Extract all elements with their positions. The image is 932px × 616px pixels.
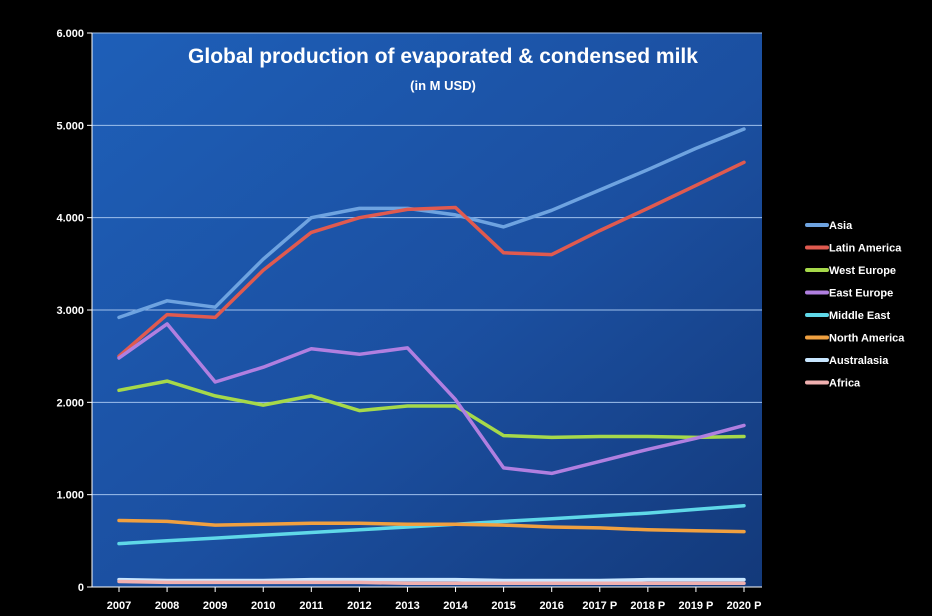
- series-line-asia: [117, 127, 746, 320]
- legend-label: East Europe: [829, 288, 893, 300]
- chart-subtitle: (in M USD): [410, 78, 476, 93]
- x-tick-label: 2016: [539, 600, 563, 612]
- x-tick-label: 2020 P: [727, 600, 762, 612]
- y-tick-label: 4.000: [56, 213, 84, 225]
- x-tick-label: 2011: [299, 600, 323, 612]
- legend-label: Asia: [829, 220, 853, 232]
- y-tick-label: 1.000: [56, 490, 84, 502]
- x-axis: 2007 2008 2009 2010 2011 2012 2013 2014 2015 2016…: [92, 586, 762, 612]
- series-line-west-europe: [117, 379, 746, 440]
- x-tick-label: 2013: [395, 600, 419, 612]
- legend-label: Africa: [829, 378, 861, 390]
- y-tick-label: 0: [78, 582, 84, 594]
- legend-label: Latin America: [829, 243, 902, 255]
- x-tick-label: 2017 P: [582, 600, 617, 612]
- legend-label: West Europe: [829, 265, 896, 277]
- y-tick-label: 6.000: [56, 28, 84, 40]
- x-tick-label: 2007: [107, 600, 131, 612]
- x-tick-label: 2014: [443, 600, 468, 612]
- y-tick-label: 5.000: [56, 120, 84, 132]
- series-line-east-europe: [117, 322, 746, 476]
- x-tick-label: 2019 P: [678, 600, 713, 612]
- legend-label: Middle East: [829, 310, 890, 322]
- x-tick-label: 2008: [155, 600, 179, 612]
- x-tick-label: 2015: [491, 600, 515, 612]
- series-lines: [117, 127, 746, 586]
- series-line-africa: [117, 579, 746, 586]
- series-line-latin-america: [117, 160, 746, 358]
- legend-label: North America: [829, 333, 905, 345]
- series-line-north-america: [117, 518, 746, 534]
- y-tick-label: 3.000: [56, 305, 84, 317]
- legend-label: Australasia: [829, 355, 889, 367]
- y-axis: 0 1.000 2.000 3.000 4.000 5.000 6.000: [56, 28, 93, 594]
- series-line-australasia: [117, 577, 746, 583]
- x-tick-label: 2012: [347, 600, 371, 612]
- x-tick-label: 2018 P: [630, 600, 665, 612]
- x-tick-label: 2009: [203, 600, 227, 612]
- legend: Asia Latin America West Europe East Europe M…: [805, 220, 905, 390]
- x-tick-label: 2010: [251, 600, 275, 612]
- y-tick-label: 2.000: [56, 397, 84, 409]
- chart-title: Global production of evaporated & conden…: [188, 45, 698, 68]
